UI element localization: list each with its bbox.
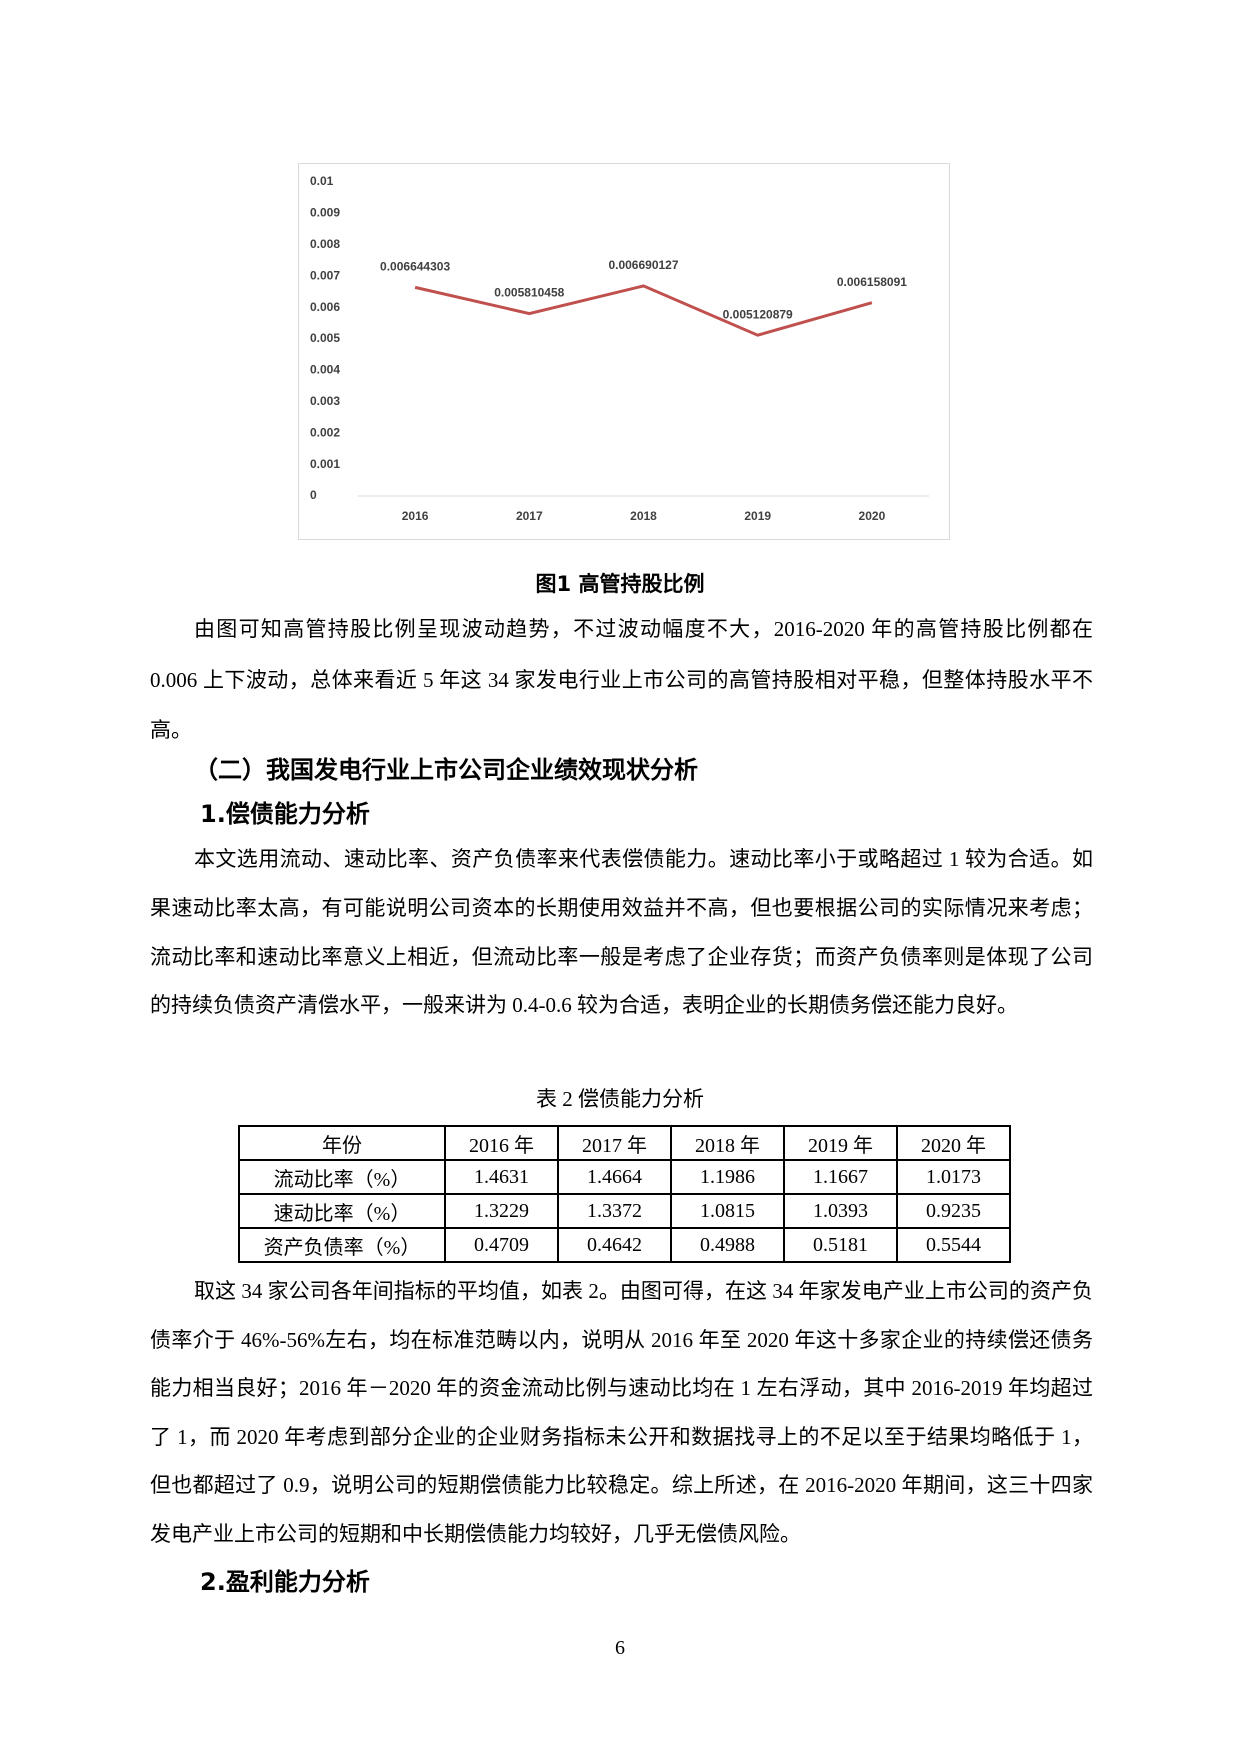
table-header: 2018 年 bbox=[670, 1125, 785, 1161]
table-cell: 1.0393 bbox=[783, 1193, 898, 1229]
table-cell: 0.4709 bbox=[444, 1227, 559, 1263]
section-heading: （二）我国发电行业上市公司企业绩效现状分析 bbox=[194, 756, 698, 784]
y-tick-label: 0.01 bbox=[310, 174, 334, 188]
y-tick-label: 0.009 bbox=[310, 206, 340, 220]
data-label: 0.005120879 bbox=[723, 307, 793, 321]
table: 年份 2016 年 2017 年 2018 年 2019 年 2020 年 流动… bbox=[238, 1125, 1011, 1263]
table-cell: 0.5544 bbox=[896, 1227, 1011, 1263]
x-tick-label: 2020 bbox=[859, 509, 886, 523]
table-cell: 1.0815 bbox=[670, 1193, 785, 1229]
data-label: 0.006644303 bbox=[380, 260, 450, 274]
y-tick-label: 0.003 bbox=[310, 394, 340, 408]
x-tick-label: 2018 bbox=[630, 509, 657, 523]
table-cell: 资产负债率（%） bbox=[238, 1227, 446, 1263]
subsection-heading: 1.偿债能力分析 bbox=[200, 800, 370, 828]
y-tick-label: 0.001 bbox=[310, 457, 340, 471]
data-label: 0.006158091 bbox=[837, 275, 907, 289]
chart: 0 0.001 0.002 0.003 0.004 0.005 0.006 0.007 0.00… bbox=[298, 163, 950, 540]
table-cell: 1.1986 bbox=[670, 1159, 785, 1195]
data-label: 0.005810458 bbox=[494, 286, 564, 300]
table-cell: 0.5181 bbox=[783, 1227, 898, 1263]
table-cell: 1.1667 bbox=[783, 1159, 898, 1195]
table-cell: 1.3229 bbox=[444, 1193, 559, 1229]
table-header: 2016 年 bbox=[444, 1125, 559, 1161]
y-tick-label: 0.006 bbox=[310, 300, 340, 314]
table-cell: 速动比率（%） bbox=[238, 1193, 446, 1229]
data-label: 0.006690127 bbox=[608, 258, 678, 272]
table-cell: 1.0173 bbox=[896, 1159, 1011, 1195]
table-cell: 1.3372 bbox=[557, 1193, 672, 1229]
chart-frame bbox=[298, 163, 950, 540]
table-header: 2019 年 bbox=[783, 1125, 898, 1161]
table-cell: 1.4631 bbox=[444, 1159, 559, 1195]
y-tick-label: 0.004 bbox=[310, 363, 340, 377]
x-tick-label: 2016 bbox=[402, 509, 429, 523]
table-header: 2017 年 bbox=[557, 1125, 672, 1161]
page-number: 6 bbox=[615, 1637, 625, 1659]
paragraph: 取这 34 家公司各年间指标的平均值，如表 2。由图可得，在这 34 年家发电产… bbox=[150, 1279, 1093, 1546]
y-tick-label: 0.002 bbox=[310, 425, 340, 439]
paragraph: 由图可知高管持股比例呈现波动趋势，不过波动幅度不大，2016-2020 年的高管… bbox=[150, 617, 1093, 743]
y-tick-label: 0.007 bbox=[310, 268, 340, 282]
paragraph: 本文选用流动、速动比率、资产负债率来代表偿债能力。速动比率小于或略超过 1 较为… bbox=[150, 847, 1093, 1018]
table-cell: 1.4664 bbox=[557, 1159, 672, 1195]
table-cell: 0.4988 bbox=[670, 1227, 785, 1263]
subsection-heading: 2.盈利能力分析 bbox=[200, 1568, 370, 1596]
table-header: 年份 bbox=[238, 1125, 446, 1161]
figure-caption: 图1 高管持股比例 bbox=[535, 572, 705, 596]
table-cell: 0.9235 bbox=[896, 1193, 1011, 1229]
y-tick-label: 0.005 bbox=[310, 331, 340, 345]
x-tick-label: 2017 bbox=[516, 509, 543, 523]
table-cell: 流动比率（%） bbox=[238, 1159, 446, 1195]
y-tick-label: 0.008 bbox=[310, 237, 340, 251]
table-header: 2020 年 bbox=[896, 1125, 1011, 1161]
table-caption: 表 2 偿债能力分析 bbox=[536, 1087, 704, 1111]
table-cell: 0.4642 bbox=[557, 1227, 672, 1263]
x-tick-label: 2019 bbox=[744, 509, 771, 523]
line bbox=[414, 284, 873, 337]
y-tick-label: 0 bbox=[310, 488, 317, 502]
